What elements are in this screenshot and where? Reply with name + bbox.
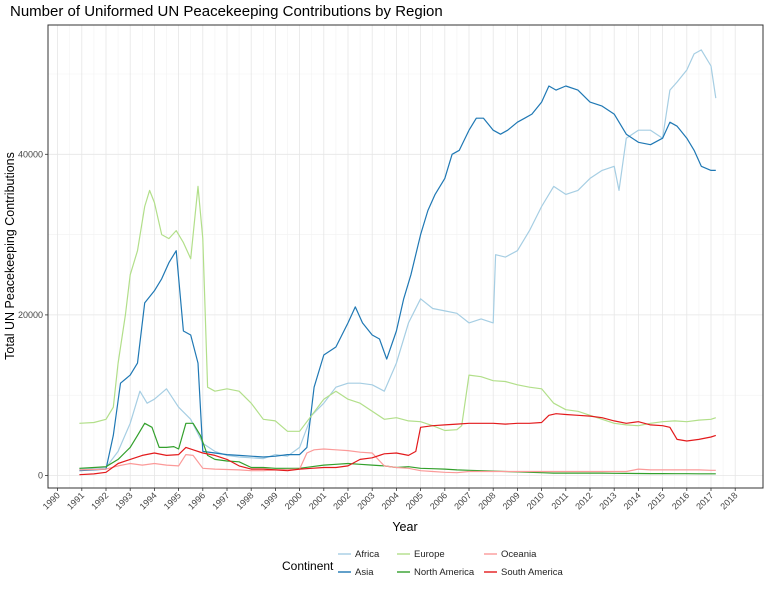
- plot-background: [48, 25, 763, 488]
- x-tick-label: 2003: [355, 490, 376, 511]
- x-tick-label: 1997: [210, 490, 231, 511]
- x-tick-label: 2016: [670, 490, 691, 511]
- x-tick-label: 1995: [162, 490, 183, 511]
- x-tick-label: 2010: [525, 490, 546, 511]
- x-tick-label: 1992: [89, 490, 110, 511]
- y-tick-label: 0: [38, 471, 43, 481]
- legend-label-asia: Asia: [355, 567, 374, 578]
- series-lines: [79, 49, 717, 476]
- y-axis: 0 20000 40000: [18, 149, 48, 481]
- legend: Continent Africa Asia Europe North America O…: [282, 549, 563, 578]
- legend-title: Continent: [282, 559, 334, 573]
- x-tick-label: 2000: [283, 490, 304, 511]
- x-tick-label: 2004: [380, 490, 401, 511]
- series-line-africa: [79, 49, 717, 470]
- series-line-oceania: [79, 448, 716, 474]
- x-tick-label: 2001: [307, 490, 328, 511]
- legend-label-africa: Africa: [355, 549, 380, 560]
- legend-label-europe: Europe: [414, 549, 445, 560]
- x-tick-label: 2013: [597, 490, 618, 511]
- series-line-europe: [79, 185, 716, 432]
- legend-label-oceania: Oceania: [501, 549, 537, 560]
- x-tick-label: 1996: [186, 490, 207, 511]
- x-tick-label: 2015: [646, 490, 667, 511]
- x-tick-label: 2009: [501, 490, 522, 511]
- series-line-asia: [79, 85, 716, 472]
- x-tick-label: 1999: [259, 490, 280, 511]
- x-tick-label: 2005: [404, 490, 425, 511]
- x-tick-label: 2008: [476, 490, 497, 511]
- chart-title: Number of Uniformed UN Peacekeeping Cont…: [10, 3, 443, 20]
- plot-panel: [47, 24, 764, 489]
- x-axis: 1990 1991 1992 1993 1994 1995 1996 1997 1998 1999…: [41, 488, 740, 512]
- series-line-north-america: [79, 422, 716, 475]
- x-tick-label: 2002: [331, 490, 352, 511]
- x-tick-label: 2014: [622, 490, 643, 511]
- x-tick-label: 1994: [138, 490, 159, 511]
- series-line-south-america: [79, 413, 716, 476]
- x-tick-label: 2012: [573, 490, 594, 511]
- x-axis-title: Year: [392, 520, 417, 534]
- x-tick-label: 1993: [113, 490, 134, 511]
- x-tick-label: 2017: [694, 490, 715, 511]
- legend-label-north-america: North America: [414, 567, 475, 578]
- x-tick-label: 2018: [718, 490, 739, 511]
- legend-label-south-america: South America: [501, 567, 563, 578]
- plot-border: [47, 24, 764, 489]
- x-tick-label: 1990: [41, 490, 62, 511]
- x-tick-label: 2006: [428, 490, 449, 511]
- y-tick-label: 20000: [18, 310, 43, 320]
- x-tick-label: 2007: [452, 490, 473, 511]
- x-tick-label: 1998: [234, 490, 255, 511]
- minor-gridlines: [48, 25, 763, 488]
- x-tick-label: 1991: [65, 490, 86, 511]
- x-tick-label: 2011: [549, 490, 570, 511]
- y-axis-title: Total UN Peacekeeping Contributions: [3, 152, 17, 360]
- y-tick-label: 40000: [18, 149, 43, 159]
